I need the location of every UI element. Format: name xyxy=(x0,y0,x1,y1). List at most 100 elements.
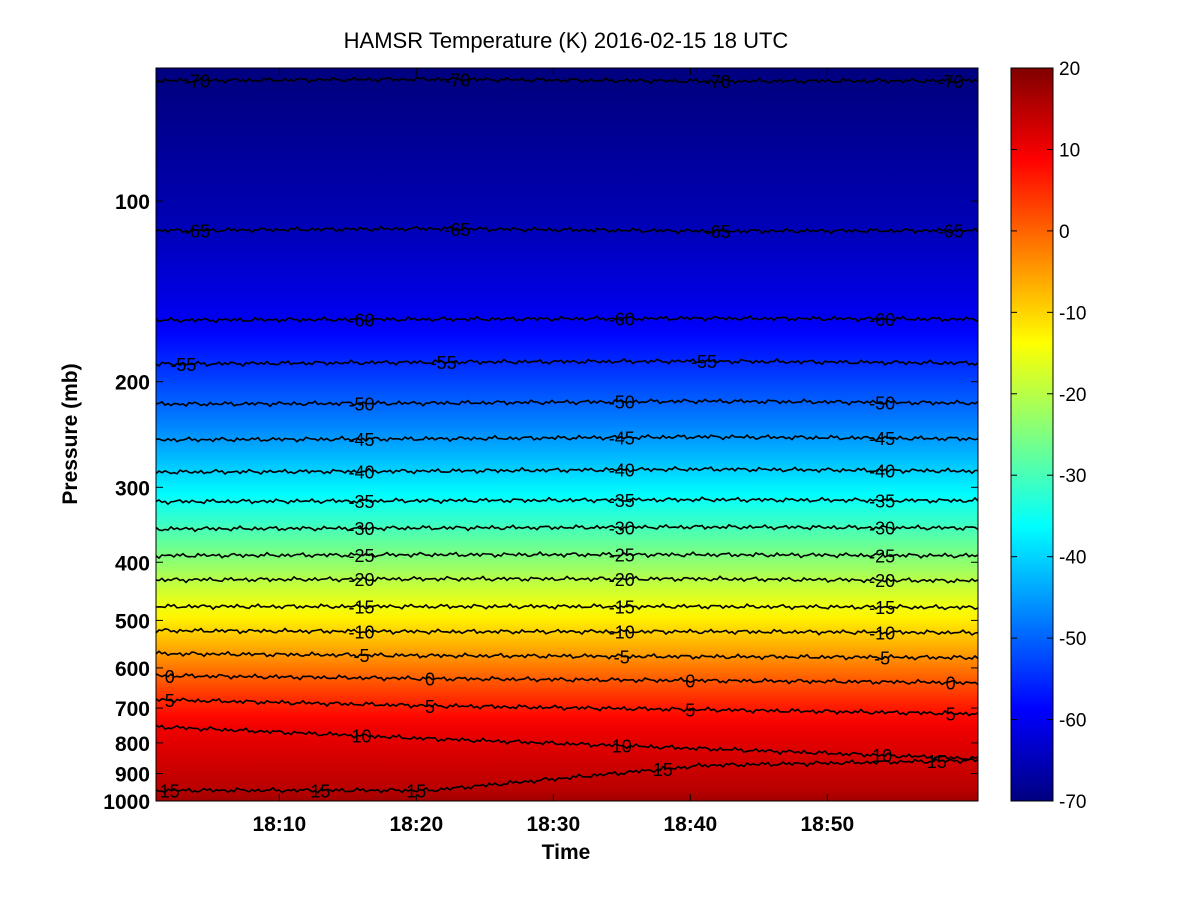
contour-label: -50 xyxy=(869,393,895,413)
contour-label: -20 xyxy=(869,571,895,591)
y-tick-label: 300 xyxy=(115,477,150,500)
contour-label: -70 xyxy=(705,72,731,92)
y-tick-label: 200 xyxy=(115,372,150,395)
y-tick-label: 100 xyxy=(115,191,150,214)
contour-label: 15 xyxy=(310,781,330,801)
x-tick-label: 18:10 xyxy=(252,813,306,836)
contour-label: 5 xyxy=(165,691,175,711)
contour-label: 5 xyxy=(425,697,435,717)
contour-label: 0 xyxy=(946,673,956,693)
contour-label: -10 xyxy=(348,622,374,642)
y-tick-label: 1000 xyxy=(103,791,150,814)
contour-label: 15 xyxy=(406,781,426,801)
contour-line xyxy=(156,575,978,584)
contour-label: -20 xyxy=(348,570,374,590)
contour-label: -30 xyxy=(348,519,374,539)
contour-label: -35 xyxy=(348,492,374,512)
y-tick-label: 600 xyxy=(115,658,150,681)
y-tick-label: 500 xyxy=(115,610,150,633)
colorbar-tick-label: 10 xyxy=(1059,140,1080,161)
contour-label: 15 xyxy=(653,760,673,780)
y-tick-label: 900 xyxy=(115,764,150,787)
y-axis-label: Pressure (mb) xyxy=(59,363,82,504)
contour-label: -40 xyxy=(869,461,895,481)
colorbar-tick-label: -10 xyxy=(1059,303,1086,324)
colorbar-ticks: 20 10 0 -10 -20 -30 -40 -50 -60 -70 xyxy=(1011,59,1086,813)
y-tick-label: 400 xyxy=(115,552,150,575)
contour-line xyxy=(156,672,978,686)
contour-line xyxy=(156,465,978,476)
colorbar-tick-label: -70 xyxy=(1059,792,1086,813)
contour-label: 5 xyxy=(946,704,956,724)
x-tick-label: 18:20 xyxy=(389,813,443,836)
contour-line xyxy=(156,76,978,85)
colorbar-tick-label: -20 xyxy=(1059,385,1086,406)
y-tick-label: 800 xyxy=(115,733,150,756)
contour-line xyxy=(156,523,978,533)
contour-label: -25 xyxy=(609,546,635,566)
contour-label: -30 xyxy=(869,519,895,539)
x-axis-label: Time xyxy=(542,841,591,864)
contour-label: -10 xyxy=(609,623,635,643)
contour-label: -50 xyxy=(609,393,635,413)
contour-label: -35 xyxy=(869,491,895,511)
contour-label: -40 xyxy=(348,462,374,482)
x-tick-label: 18:30 xyxy=(526,813,580,836)
contour-label: -5 xyxy=(874,648,890,668)
contour-label: -60 xyxy=(869,310,895,330)
contour-label: -65 xyxy=(184,221,210,241)
contour-label: 0 xyxy=(425,670,435,690)
contour-label: 5 xyxy=(685,701,695,721)
contour-label: -45 xyxy=(869,429,895,449)
contour-label: -70 xyxy=(444,70,470,90)
contour-line xyxy=(156,225,978,235)
contour-line xyxy=(156,434,978,443)
colorbar-tick-label: -40 xyxy=(1059,548,1086,569)
contour-line xyxy=(156,550,978,560)
x-tick-label: 18:40 xyxy=(663,813,717,836)
contour-label: 0 xyxy=(165,667,175,687)
contour-label: -25 xyxy=(869,546,895,566)
contour-label: -40 xyxy=(609,461,635,481)
contour-label: -15 xyxy=(869,598,895,618)
contour-label: -60 xyxy=(348,311,374,331)
colorbar-tick-label: 20 xyxy=(1059,59,1080,80)
contour-label: -70 xyxy=(184,72,210,92)
x-axis-ticks: 18:10 18:20 18:30 18:40 18:50 xyxy=(252,68,854,836)
contour-line xyxy=(156,496,978,506)
contour-line xyxy=(156,650,978,661)
contour-label: 10 xyxy=(351,727,371,747)
contour-label: -15 xyxy=(609,598,635,618)
contour-label: -65 xyxy=(938,222,964,242)
contour-line xyxy=(156,697,978,717)
contour-line xyxy=(156,724,978,761)
contour-label: -25 xyxy=(348,546,374,566)
contour-label: 0 xyxy=(685,672,695,692)
contour-label: -60 xyxy=(609,310,635,330)
contour-label: -55 xyxy=(431,353,457,373)
contour-label: -10 xyxy=(869,623,895,643)
contour-label: -55 xyxy=(170,355,196,375)
x-tick-label: 18:50 xyxy=(800,813,854,836)
contour-label: -35 xyxy=(609,491,635,511)
colorbar-tick-label: -30 xyxy=(1059,466,1086,487)
contour-labels: -70 -70 -70 -70-65 -65 -65 -65-60 -60 -60-55 -55-… xyxy=(160,70,964,801)
contour-label: -45 xyxy=(609,428,635,448)
plot-frame xyxy=(155,67,979,802)
contour-label: -65 xyxy=(705,222,731,242)
colorbar-tick-label: -50 xyxy=(1059,629,1086,650)
contour-label: 10 xyxy=(872,746,892,766)
contour-label: -45 xyxy=(348,430,374,450)
contour-line xyxy=(156,627,978,636)
contour-label: 15 xyxy=(160,781,180,801)
contour-label: -5 xyxy=(353,646,369,666)
contour-label: -15 xyxy=(348,598,374,618)
contour-label: 10 xyxy=(612,737,632,757)
contour-label: -50 xyxy=(348,394,374,414)
chart-title: HAMSR Temperature (K) 2016-02-15 18 UTC xyxy=(344,28,789,53)
contour-line xyxy=(156,314,978,324)
contour-label: -20 xyxy=(609,570,635,590)
contour-label: -5 xyxy=(614,647,630,667)
colorbar-tick-label: -60 xyxy=(1059,711,1086,732)
